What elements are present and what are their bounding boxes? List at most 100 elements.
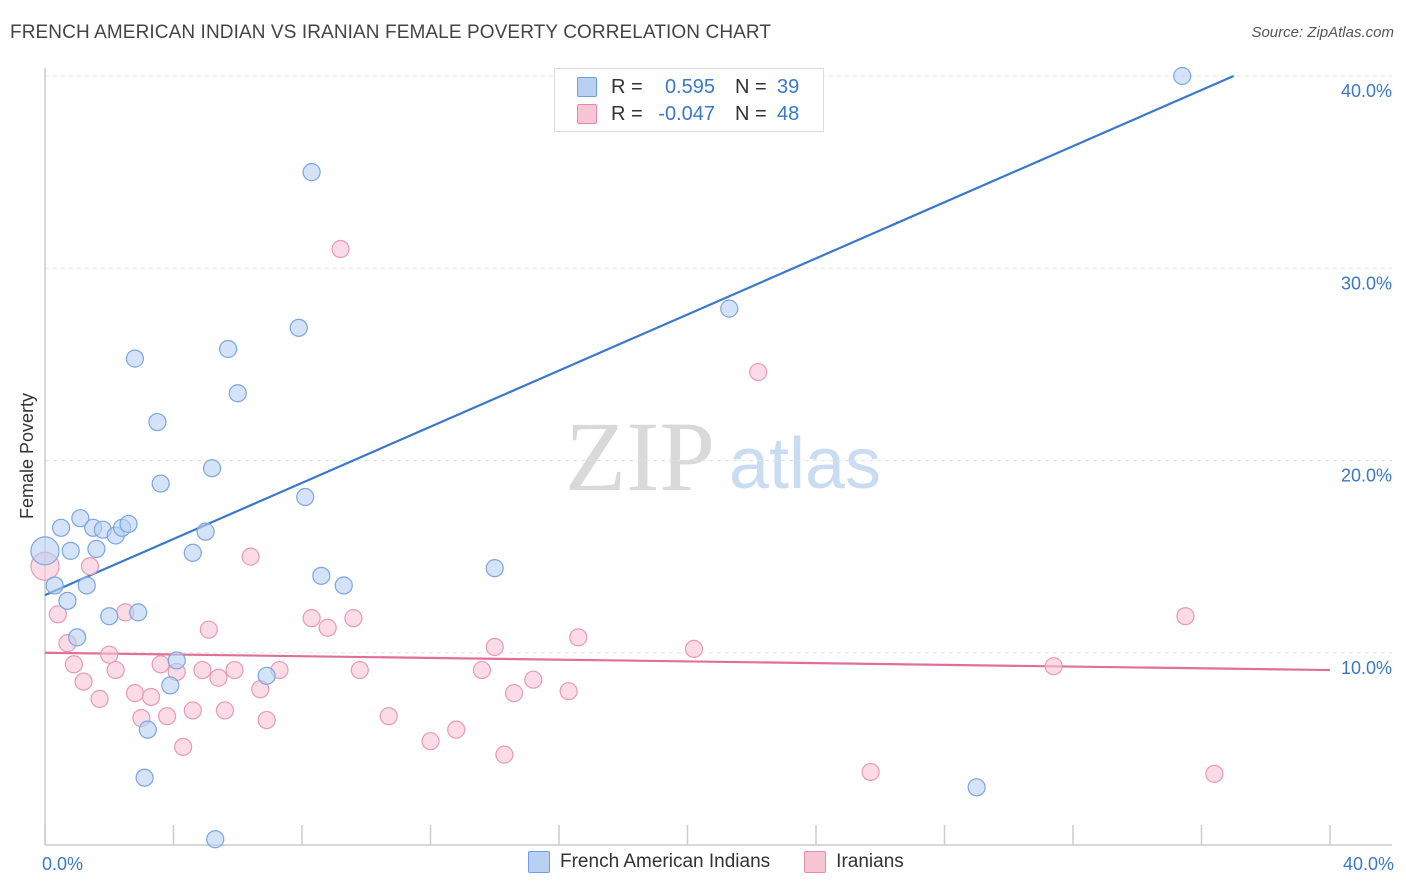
data-point-french-american-indians: [129, 603, 148, 622]
data-point-iranians: [90, 689, 109, 708]
data-point-french-american-indians: [68, 628, 87, 647]
legend-row-iranians: R = -0.047 N = 48: [577, 99, 799, 129]
n-label: N =: [735, 75, 767, 98]
data-point-french-american-indians: [100, 607, 119, 626]
data-point-iranians: [215, 701, 234, 720]
data-point-iranians: [472, 660, 491, 680]
data-point-french-american-indians: [167, 651, 186, 670]
data-point-iranians: [1044, 657, 1063, 676]
y-tick-label: 40.0%: [1341, 81, 1392, 101]
data-point-iranians: [302, 609, 321, 628]
legend-row-french-american-indians: R = 0.595 N = 39: [577, 72, 799, 102]
trend-line-iranians: [44, 651, 1331, 672]
legend-swatch-pink: [804, 851, 827, 873]
data-point-french-american-indians: [289, 318, 308, 337]
data-point-iranians: [350, 660, 369, 680]
data-point-iranians: [1205, 764, 1224, 783]
data-point-iranians: [861, 762, 880, 782]
data-point-french-american-indians: [334, 576, 353, 595]
data-point-iranians: [125, 684, 145, 703]
stats-legend: R = 0.595 N = 39 R = -0.047 N = 48: [554, 68, 824, 132]
trend-line-french-american-indians: [44, 74, 1235, 597]
data-point-french-american-indians: [485, 559, 504, 578]
y-tick-label: 10.0%: [1341, 658, 1392, 678]
data-point-iranians: [74, 672, 93, 691]
n-value: 39: [777, 75, 800, 98]
data-point-iranians: [157, 707, 177, 726]
data-point-french-american-indians: [30, 536, 60, 566]
data-point-french-american-indians: [45, 576, 64, 595]
data-point-iranians: [504, 684, 524, 703]
data-point-iranians: [524, 670, 543, 689]
data-point-iranians: [485, 637, 504, 657]
data-point-french-american-indians: [312, 566, 331, 585]
data-point-iranians: [225, 660, 244, 680]
data-point-french-american-indians: [125, 349, 145, 368]
source-credit: Source: ZipAtlas.com: [1251, 24, 1394, 41]
n-label: N =: [735, 102, 767, 125]
data-point-french-american-indians: [206, 830, 225, 849]
r-value: -0.047: [658, 102, 715, 125]
data-point-french-american-indians: [71, 509, 90, 528]
data-point-iranians: [106, 660, 125, 680]
legend-label: Iranians: [836, 851, 904, 872]
data-point-french-american-indians: [219, 339, 238, 359]
data-point-iranians: [241, 547, 260, 566]
data-point-iranians: [174, 737, 193, 757]
data-point-french-american-indians: [202, 459, 222, 478]
legend-label: French American Indians: [560, 851, 771, 872]
r-label: R =: [611, 102, 643, 125]
data-point-iranians: [447, 720, 466, 739]
data-point-french-american-indians: [135, 768, 154, 787]
data-point-french-american-indians: [183, 543, 202, 562]
data-point-french-american-indians: [148, 412, 167, 432]
data-point-iranians: [48, 605, 67, 624]
data-point-iranians: [151, 655, 170, 674]
data-point-french-american-indians: [967, 778, 986, 797]
r-label: R =: [611, 75, 643, 98]
data-point-iranians: [318, 618, 337, 637]
data-point-french-american-indians: [257, 666, 276, 685]
legend-swatch-blue: [577, 77, 597, 97]
data-point-iranians: [100, 645, 119, 664]
watermark-zip: ZIP: [565, 401, 715, 512]
data-point-french-american-indians: [720, 299, 739, 318]
data-point-iranians: [193, 660, 212, 680]
y-axis-label: Female Poverty: [17, 393, 37, 519]
legend-swatch-blue: [528, 851, 550, 873]
legend-item-french-american-indians: French American Indians: [528, 851, 770, 873]
data-point-iranians: [495, 745, 514, 764]
series-legend: French American Indians Iranians: [528, 851, 938, 873]
data-point-iranians: [1176, 607, 1195, 626]
data-point-iranians: [569, 628, 588, 647]
data-point-french-american-indians: [228, 384, 247, 403]
data-point-iranians: [199, 620, 218, 639]
data-point-french-american-indians: [302, 163, 321, 182]
data-point-french-american-indians: [119, 514, 138, 534]
data-point-iranians: [64, 655, 84, 674]
x-tick-label: 40.0%: [1343, 854, 1394, 874]
legend-swatch-pink: [577, 104, 597, 124]
data-point-iranians: [209, 668, 228, 687]
data-point-iranians: [80, 557, 100, 576]
data-point-iranians: [379, 707, 398, 726]
data-point-iranians: [684, 639, 704, 659]
data-point-french-american-indians: [58, 591, 77, 610]
data-point-french-american-indians: [1173, 66, 1192, 86]
data-point-french-american-indians: [51, 518, 71, 537]
data-point-iranians: [421, 732, 440, 751]
data-point-french-american-indians: [87, 539, 106, 559]
y-tick-label: 30.0%: [1341, 273, 1392, 293]
r-value: 0.595: [664, 75, 715, 98]
data-point-french-american-indians: [161, 676, 180, 695]
data-point-french-american-indians: [138, 720, 157, 739]
legend-item-iranians: Iranians: [804, 851, 904, 873]
chart-title: FRENCH AMERICAN INDIAN VS IRANIAN FEMALE…: [10, 22, 772, 43]
data-point-french-american-indians: [296, 487, 315, 507]
data-point-iranians: [559, 682, 578, 701]
data-point-iranians: [141, 687, 161, 707]
data-point-french-american-indians: [61, 541, 80, 560]
data-point-iranians: [749, 362, 768, 382]
y-tick-label: 20.0%: [1341, 466, 1392, 486]
